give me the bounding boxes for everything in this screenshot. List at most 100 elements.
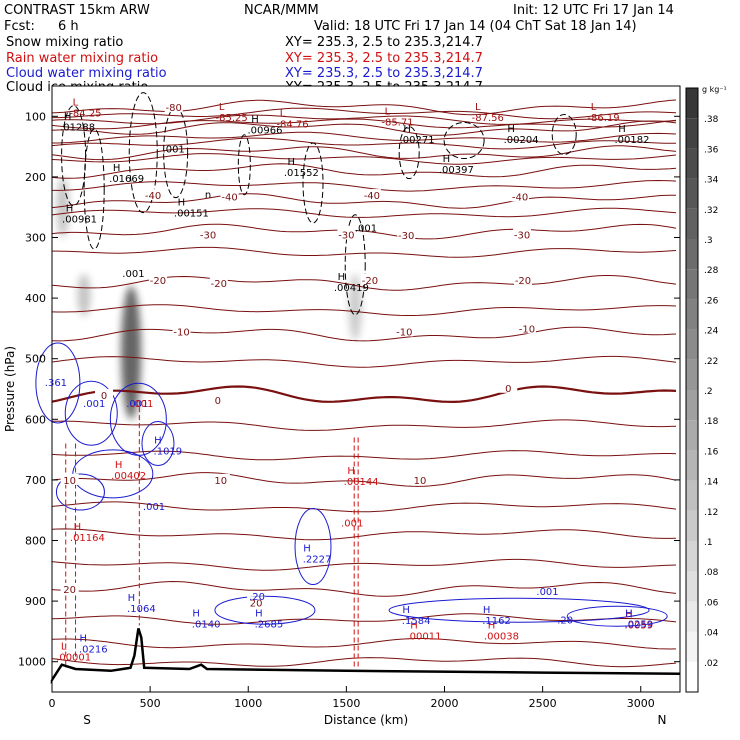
temp-label-16: 0 xyxy=(101,391,107,402)
isotherm--40 xyxy=(51,193,676,209)
temp-label-bg-12 xyxy=(514,273,532,285)
temp-low-value-2: -84.76 xyxy=(276,119,308,130)
temp-low-value-3: -85.71 xyxy=(381,117,413,128)
colorbar-cell-2 xyxy=(686,601,698,632)
colorbar-tick-8: .18 xyxy=(704,417,719,427)
plot-area xyxy=(52,86,680,692)
cloud-high-value-8: .0259 xyxy=(625,619,654,630)
colorbar-tick-4: .1 xyxy=(704,538,713,548)
colorbar-cell-13 xyxy=(686,269,698,300)
cloud-water-contour-0 xyxy=(35,342,81,424)
temp-label-23: 20 xyxy=(250,598,263,609)
org-label: NCAR/MMM xyxy=(244,3,319,18)
temp-label-13: -10 xyxy=(173,327,189,338)
temp-low-marker-4: L xyxy=(475,102,481,113)
temp-low-marker-3: L xyxy=(385,106,391,117)
ice-high-marker-2: H xyxy=(66,203,74,214)
x-tick-label-1000: 1000 xyxy=(234,697,262,710)
isotherm-minor-7 xyxy=(51,207,677,218)
temp-label-2: -40 xyxy=(221,192,237,203)
isotherm-minor-9 xyxy=(51,304,677,316)
isotherm-minor-13 xyxy=(51,501,677,513)
cloud-high-value-5: .0216 xyxy=(79,645,108,656)
cloud-ice-contour-9 xyxy=(237,134,251,196)
ice-high-value-3: .00151 xyxy=(174,208,209,219)
cloud-ice-contour-6 xyxy=(443,122,485,160)
x-tick-label-2000: 2000 xyxy=(431,697,459,710)
cloud-high-value-7: .1162 xyxy=(482,616,511,627)
temp-label-bg-7 xyxy=(397,229,416,241)
temp-label-4: -40 xyxy=(512,192,528,203)
isotherm-minor-11 xyxy=(51,419,677,431)
contour-label-1: .001 xyxy=(163,145,185,156)
temp-label-5: -30 xyxy=(200,230,216,241)
ice-high-marker-1: H xyxy=(113,163,121,174)
temp-low-value-5: -86.19 xyxy=(587,113,619,124)
temp-label-18: 0 xyxy=(505,384,511,395)
contour-label-2: .001 xyxy=(355,223,377,234)
temp-label-bg-0 xyxy=(164,101,183,113)
colorbar-tick-9: .2 xyxy=(704,387,713,397)
cloud-high-value-3: .0140 xyxy=(192,619,221,630)
rain-high-marker-0: H xyxy=(115,460,123,471)
ice-high-value-4: .00966 xyxy=(248,125,283,136)
y-tick-label-900: 900 xyxy=(25,595,46,608)
isotherm-minor-12 xyxy=(51,450,677,461)
cloud-high-value-6: .1584 xyxy=(402,616,431,627)
temp-low-marker-1: L xyxy=(219,102,225,113)
snow-shading-0 xyxy=(121,285,142,420)
temp-label-14: -10 xyxy=(396,327,412,338)
temp-label-bg-8 xyxy=(513,228,532,240)
ice-high-marker-5: H xyxy=(288,157,296,168)
temp-label-0: -80 xyxy=(166,103,182,114)
cloud-high-marker-5: H xyxy=(80,634,88,645)
endpoint-left: S xyxy=(83,713,91,727)
y-tick-label-300: 300 xyxy=(25,232,46,245)
temp-low-marker-0: L xyxy=(73,97,79,108)
temp-label-bg-16 xyxy=(95,389,114,401)
temp-low-marker-2: L xyxy=(280,108,286,119)
snow-shading-1 xyxy=(77,273,91,317)
x-tick-label-3000: 3000 xyxy=(627,697,655,710)
y-axis-label: Pressure (hPa) xyxy=(3,346,17,432)
temp-label-bg-2 xyxy=(220,190,239,202)
colorbar-tick-1: .04 xyxy=(704,629,719,639)
colorbar-cell-16 xyxy=(686,178,698,209)
isotherm--10 xyxy=(51,326,677,342)
temp-low-marker-5: L xyxy=(591,102,597,113)
y-tick-label-700: 700 xyxy=(25,474,46,487)
snow-shading-3 xyxy=(348,273,362,341)
ice-high-marker-9: H xyxy=(507,124,515,135)
temp-low-value-0: -84.25 xyxy=(69,108,101,119)
ice-high-value-7: .00271 xyxy=(400,135,435,146)
rain-high-value-3: .00011 xyxy=(406,631,441,642)
temp-label-bg-18 xyxy=(499,381,518,393)
isotherm-0 xyxy=(51,385,677,404)
x-tick-label-500: 500 xyxy=(140,697,161,710)
isotherm-minor-10 xyxy=(51,355,677,368)
legend-rain-xy: XY= 235.3, 2.5 to 235.3,214.7 xyxy=(285,51,483,66)
legend-snow-xy: XY= 235.3, 2.5 to 235.3,214.7 xyxy=(285,35,483,50)
ice-high-value-5: .01552 xyxy=(284,168,319,179)
temp-label-bg-10 xyxy=(209,276,228,288)
colorbar-tick-14: .3 xyxy=(704,236,713,246)
isotherm-minor-5 xyxy=(51,153,677,165)
cloud-high-value-2: .1064 xyxy=(127,604,156,615)
cloud-ice-contour-8 xyxy=(398,126,420,180)
ice-high-value-10: .00182 xyxy=(614,135,649,146)
cloud-ice-contour-4 xyxy=(302,142,324,224)
cloud-ice-contour-1 xyxy=(83,128,105,250)
colorbar-tick-15: .32 xyxy=(704,206,718,216)
cloud-value-label-1: .001 xyxy=(83,399,105,410)
colorbar-cell-4 xyxy=(686,541,698,572)
temp-label-bg-1 xyxy=(144,189,163,201)
colorbar-cell-6 xyxy=(686,480,698,511)
temp-label-1: -40 xyxy=(145,191,161,202)
temp-label-bg-14 xyxy=(395,325,414,337)
rain-high-marker-3: H xyxy=(410,620,418,631)
rain-high-marker-2: H xyxy=(347,466,355,477)
colorbar-cell-14 xyxy=(686,239,698,270)
plot-border xyxy=(51,85,681,693)
cloud-high-marker-0: H xyxy=(154,436,162,447)
